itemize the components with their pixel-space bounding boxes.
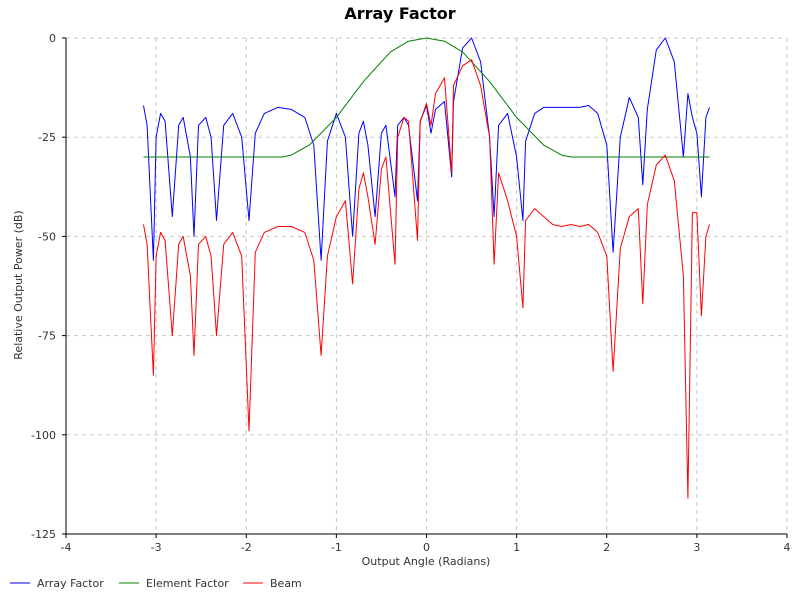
- x-tick-label: 4: [784, 541, 791, 554]
- legend-label: Beam: [270, 577, 302, 590]
- legend-item-beam: Beam: [243, 577, 302, 590]
- y-tick-label: -75: [38, 330, 56, 343]
- legend-item-array-factor: Array Factor: [10, 577, 104, 590]
- tick-labels: -4 -3 -2 -1 0 1 2 3 4 0 -25 -50 -75 -100 -125: [31, 32, 790, 554]
- legend: Array Factor Element Factor Beam: [10, 577, 302, 590]
- x-tick-label: 0: [423, 541, 430, 554]
- legend-item-element-factor: Element Factor: [119, 577, 229, 590]
- x-axis-label: Output Angle (Radians): [362, 555, 491, 568]
- y-tick-label: -50: [38, 230, 56, 243]
- series-line-element-factor: [143, 37, 710, 158]
- y-axis-label: Relative Output Power (dB): [12, 210, 25, 359]
- x-tick-label: -1: [331, 541, 342, 554]
- x-tick-label: 2: [603, 541, 610, 554]
- x-tick-label: -2: [241, 541, 252, 554]
- x-tick-label: -3: [151, 541, 162, 554]
- legend-label: Array Factor: [37, 577, 104, 590]
- legend-label: Element Factor: [146, 577, 229, 590]
- y-tick-label: -100: [31, 429, 56, 442]
- chart-title: Array Factor: [344, 4, 455, 23]
- x-tick-label: 1: [513, 541, 520, 554]
- series-line-beam: [143, 59, 710, 499]
- x-tick-label: 3: [693, 541, 700, 554]
- series-lines: [143, 37, 710, 499]
- y-tick-label: -25: [38, 131, 56, 144]
- x-tick-label: -4: [61, 541, 72, 554]
- axes: [62, 37, 788, 538]
- y-tick-label: 0: [49, 32, 56, 45]
- y-tick-label: -125: [31, 528, 56, 541]
